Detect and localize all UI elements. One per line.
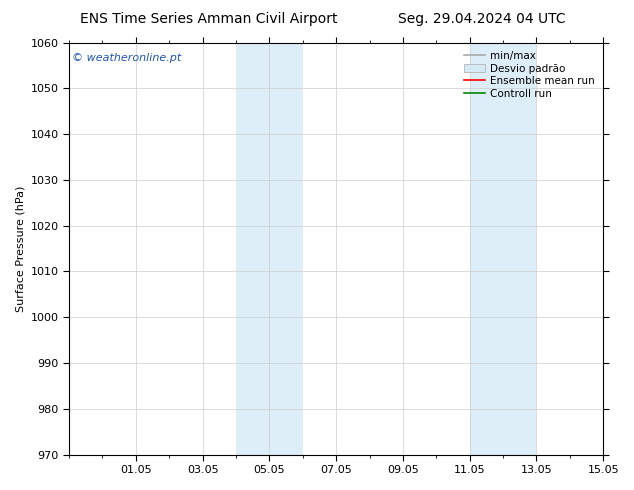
Bar [236, 43, 303, 455]
Text: © weatheronline.pt: © weatheronline.pt [72, 53, 181, 63]
Text: ENS Time Series Amman Civil Airport: ENS Time Series Amman Civil Airport [81, 12, 338, 26]
Y-axis label: Surface Pressure (hPa): Surface Pressure (hPa) [15, 185, 25, 312]
Bar [470, 43, 536, 455]
Text: Seg. 29.04.2024 04 UTC: Seg. 29.04.2024 04 UTC [398, 12, 566, 26]
Legend: min/max, Desvio padrão, Ensemble mean run, Controll run: min/max, Desvio padrão, Ensemble mean ru… [461, 48, 598, 102]
